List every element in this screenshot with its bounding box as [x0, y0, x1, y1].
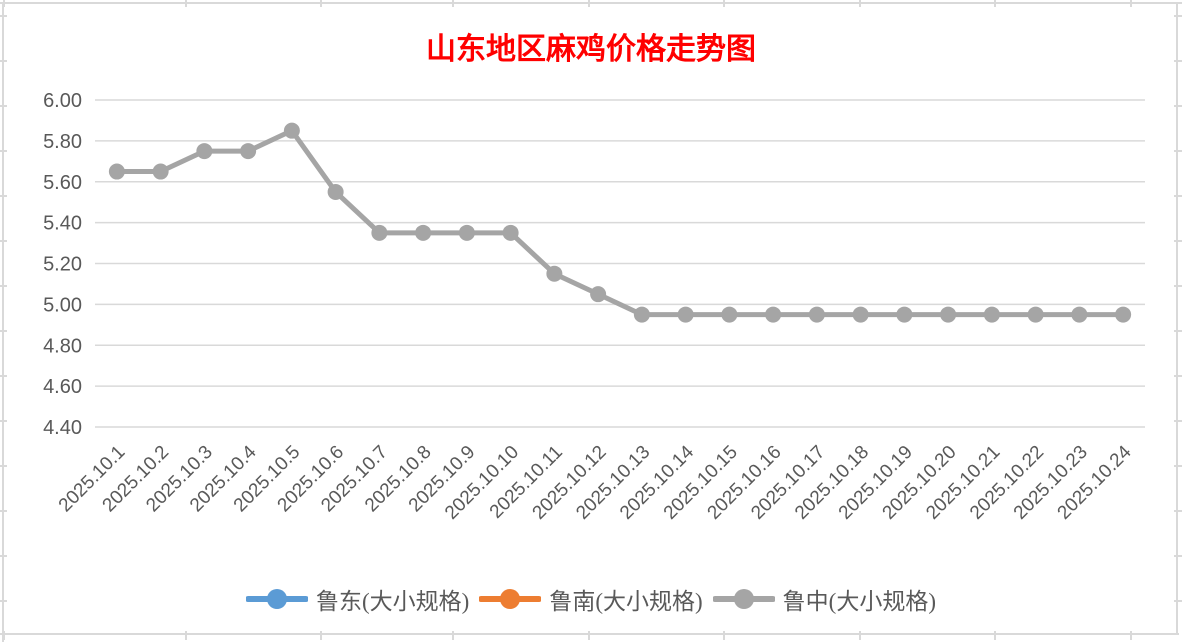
- worksheet-tick: [0, 15, 7, 17]
- data-point-marker: [415, 224, 432, 241]
- data-point-marker: [546, 265, 563, 282]
- data-point-marker: [1115, 306, 1132, 323]
- worksheet-tick: [1174, 555, 1182, 557]
- worksheet-tick: [452, 0, 454, 7]
- worksheet-tick: [0, 510, 7, 512]
- legend-marker-icon: [479, 589, 542, 609]
- worksheet-gridline-right: [1176, 2, 1178, 635]
- y-axis-tick-label: 5.60: [43, 172, 82, 194]
- legend-label: 鲁东(大小规格): [316, 589, 470, 614]
- data-point-marker: [808, 306, 825, 323]
- worksheet-tick: [320, 0, 322, 7]
- worksheet-tick: [859, 631, 861, 640]
- worksheet-tick: [1130, 0, 1132, 7]
- worksheet-tick: [1174, 150, 1182, 152]
- worksheet-tick: [452, 631, 454, 640]
- data-point-marker: [502, 224, 519, 241]
- worksheet-tick: [0, 240, 7, 242]
- worksheet-tick: [1174, 195, 1182, 197]
- worksheet-tick: [0, 285, 7, 287]
- data-point-marker: [677, 306, 694, 323]
- data-point-marker: [1071, 306, 1088, 323]
- worksheet-tick: [1174, 15, 1182, 17]
- worksheet-tick: [0, 195, 7, 197]
- worksheet-tick: [1174, 465, 1182, 467]
- chart-legend: 鲁东(大小规格) 鲁南(大小规格) 鲁中(大小规格): [0, 581, 1182, 617]
- y-axis-tick-label: 4.40: [43, 417, 82, 439]
- worksheet-tick: [588, 631, 590, 640]
- data-point-marker: [896, 306, 913, 323]
- worksheet-tick: [1174, 60, 1182, 62]
- data-point-marker: [458, 224, 475, 241]
- worksheet-tick: [0, 465, 7, 467]
- worksheet-tick: [1174, 330, 1182, 332]
- legend-label: 鲁中(大小规格): [782, 589, 936, 614]
- y-axis-tick-label: 4.60: [43, 376, 82, 398]
- worksheet-tick: [0, 330, 7, 332]
- worksheet-tick: [185, 631, 187, 640]
- worksheet-tick: [1174, 420, 1182, 422]
- worksheet-tick: [859, 0, 861, 7]
- data-point-marker: [327, 183, 344, 200]
- worksheet-tick: [588, 0, 590, 7]
- legend-item: 鲁东(大小规格): [246, 582, 469, 616]
- data-point-marker: [152, 163, 169, 180]
- data-point-marker: [940, 306, 957, 323]
- worksheet-tick: [1130, 631, 1132, 640]
- data-point-marker: [590, 286, 607, 303]
- y-axis-tick-label: 4.80: [43, 335, 82, 357]
- worksheet-tick: [0, 600, 7, 602]
- y-axis-tick-label: 5.20: [43, 254, 82, 276]
- worksheet-tick: [1174, 600, 1182, 602]
- data-point-marker: [765, 306, 782, 323]
- worksheet-tick: [0, 420, 7, 422]
- data-point-marker: [633, 306, 650, 323]
- data-point-marker: [283, 122, 300, 139]
- y-axis-tick-label: 5.00: [43, 294, 82, 316]
- legend-marker-icon: [712, 589, 775, 609]
- y-axis-tick-label: 5.40: [43, 213, 82, 235]
- worksheet-tick: [1174, 240, 1182, 242]
- data-point-marker: [721, 306, 738, 323]
- data-point-marker: [371, 224, 388, 241]
- data-point-marker: [983, 306, 1000, 323]
- worksheet-tick: [994, 631, 996, 640]
- data-point-marker: [196, 143, 213, 160]
- worksheet-tick: [723, 631, 725, 640]
- worksheet-tick: [0, 555, 7, 557]
- worksheet-tick: [1174, 510, 1182, 512]
- worksheet-tick: [1174, 285, 1182, 287]
- worksheet-tick: [185, 0, 187, 7]
- legend-label: 鲁南(大小规格): [549, 589, 703, 614]
- legend-item: 鲁南(大小规格): [479, 582, 703, 616]
- worksheet-tick: [723, 0, 725, 7]
- legend-item: 鲁中(大小规格): [712, 582, 936, 616]
- worksheet-tick: [994, 0, 996, 7]
- chart-title: 山东地区麻鸡价格走势图: [426, 33, 756, 66]
- legend-marker-icon: [246, 589, 308, 609]
- worksheet-tick: [1174, 105, 1182, 107]
- data-point-marker: [852, 306, 869, 323]
- worksheet-gridline-left: [2, 2, 4, 642]
- data-point-marker: [1027, 306, 1044, 323]
- worksheet-tick: [1174, 375, 1182, 377]
- worksheet-tick: [0, 105, 7, 107]
- worksheet-gridline-top: [0, 2, 1182, 4]
- worksheet-tick: [320, 631, 322, 640]
- worksheet-tick: [3, 631, 5, 640]
- data-point-marker: [108, 163, 125, 180]
- worksheet-tick: [0, 60, 7, 62]
- worksheet-tick: [0, 150, 7, 152]
- y-axis-tick-label: 6.00: [43, 90, 82, 112]
- y-axis-tick-label: 5.80: [43, 131, 82, 153]
- worksheet-tick: [3, 0, 5, 7]
- data-point-marker: [240, 143, 257, 160]
- worksheet-tick: [0, 375, 7, 377]
